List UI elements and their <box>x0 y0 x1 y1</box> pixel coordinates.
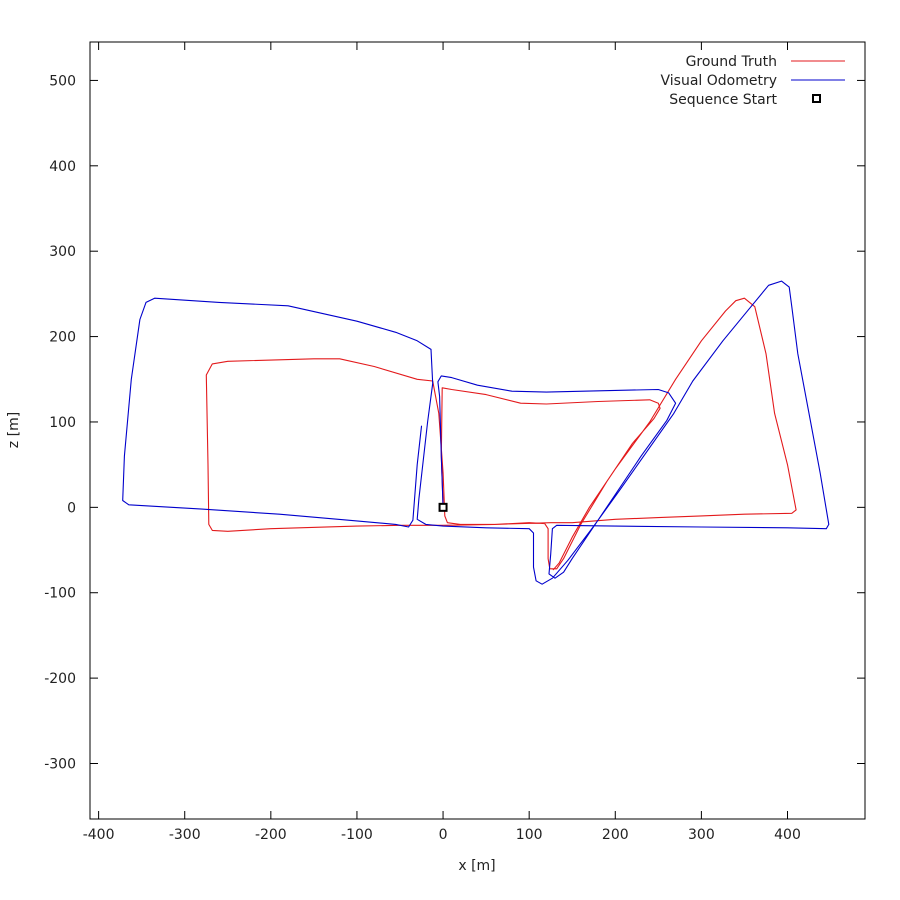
y-tick-label: -200 <box>44 671 76 687</box>
x-tick-label: 100 <box>516 827 543 843</box>
y-tick-label: 200 <box>49 330 76 346</box>
legend-label-visual-odometry: Visual Odometry <box>661 73 778 89</box>
y-tick-label: 0 <box>67 500 76 516</box>
y-axis-title: z [m] <box>6 412 22 448</box>
y-tick-label: -100 <box>44 586 76 602</box>
sequence-start-marker <box>438 502 448 512</box>
y-tick-label: -300 <box>44 757 76 773</box>
tick-marks <box>90 42 865 819</box>
markers <box>438 502 448 512</box>
x-tick-labels: -400 -300 -200 -100 0 100 200 300 400 <box>83 827 801 843</box>
y-tick-label: 400 <box>49 159 76 175</box>
x-axis-title: x [m] <box>458 858 495 874</box>
x-tick-label: -400 <box>83 827 115 843</box>
plot-frame <box>89 41 866 820</box>
legend: Ground Truth Visual Odometry Sequence St… <box>661 54 845 108</box>
y-tick-labels: -300 -200 -100 0 100 200 300 400 500 <box>44 73 76 772</box>
series-line-visual-odometry <box>122 280 830 585</box>
legend-label-ground-truth: Ground Truth <box>686 54 777 70</box>
y-tick-label: 500 <box>49 73 76 89</box>
x-tick-label: -200 <box>255 827 287 843</box>
x-tick-label: 200 <box>602 827 629 843</box>
series-lines <box>122 280 830 585</box>
x-tick-label: 0 <box>439 827 448 843</box>
series-line-ground-truth <box>205 297 797 571</box>
x-tick-label: 400 <box>774 827 801 843</box>
y-tick-label: 300 <box>49 244 76 260</box>
legend-marker-sequence-start <box>812 94 821 103</box>
legend-label-sequence-start: Sequence Start <box>669 92 777 108</box>
y-tick-label: 100 <box>49 415 76 431</box>
x-tick-label: -100 <box>341 827 373 843</box>
x-tick-label: -300 <box>169 827 201 843</box>
x-tick-label: 300 <box>688 827 715 843</box>
